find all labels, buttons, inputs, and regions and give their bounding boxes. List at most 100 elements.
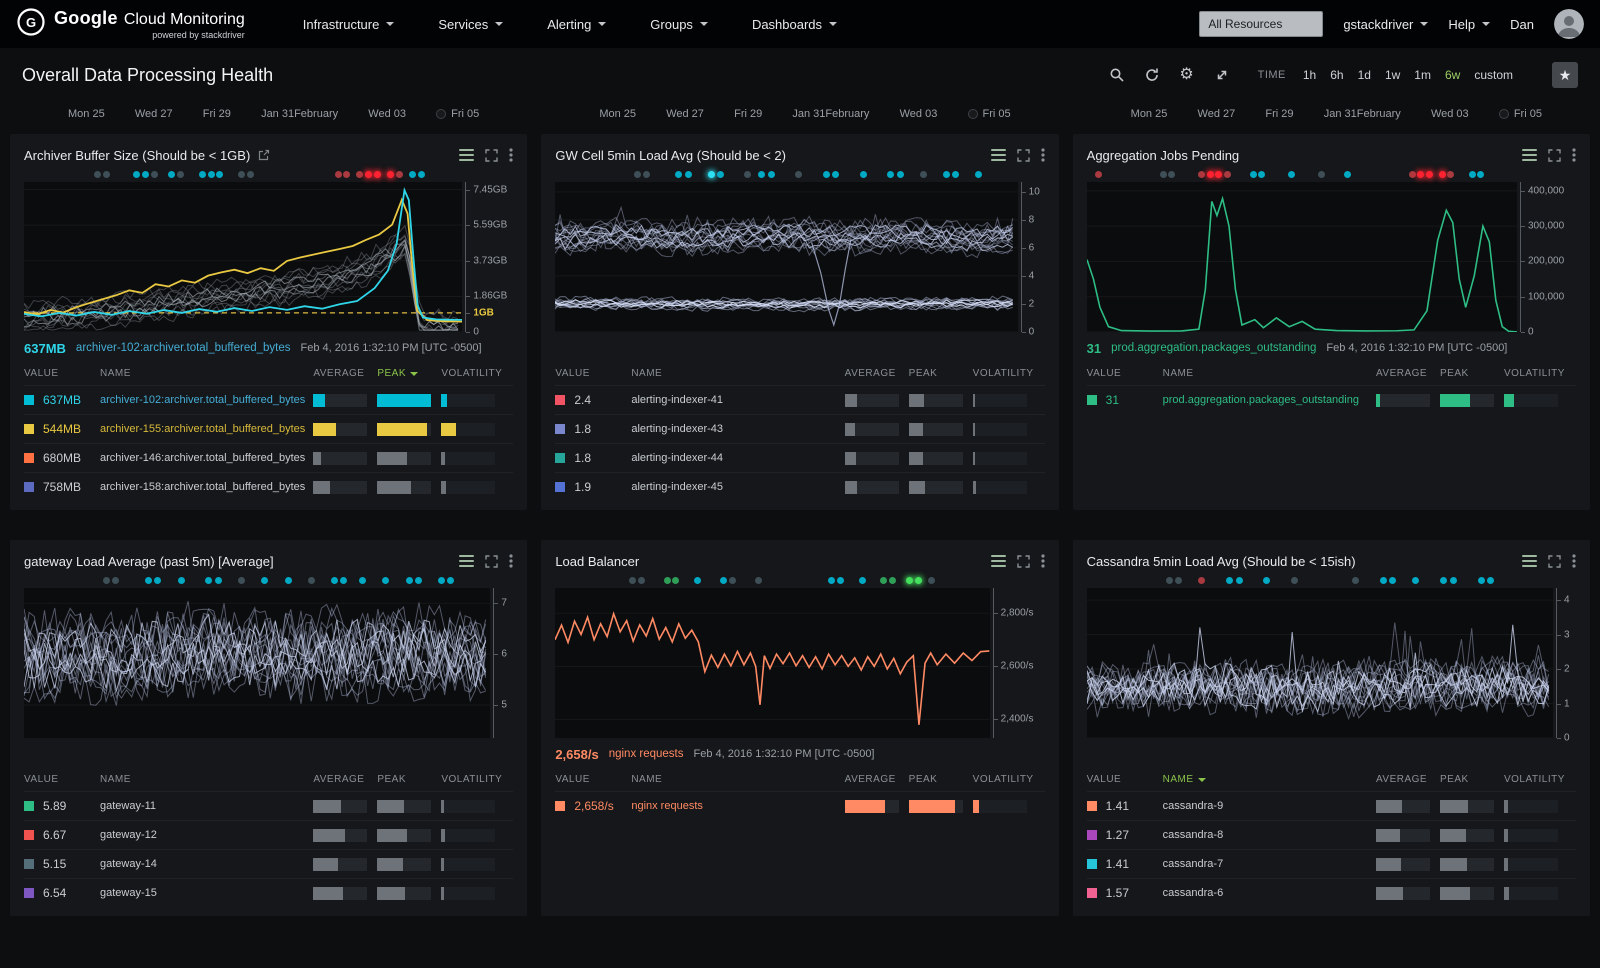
column-header-average[interactable]: AVERAGE xyxy=(844,774,896,785)
more-menu-icon[interactable] xyxy=(509,148,513,162)
event-dot[interactable] xyxy=(1440,577,1448,584)
all-resources-input[interactable] xyxy=(1199,11,1324,37)
column-header-peak[interactable]: PEAK xyxy=(908,774,938,785)
table-row[interactable]: 1.8 alerting-indexer-43 xyxy=(555,414,1045,443)
column-header-name[interactable]: NAME xyxy=(100,774,131,785)
event-dot[interactable] xyxy=(331,577,339,584)
event-dot[interactable] xyxy=(238,577,246,584)
column-header-average[interactable]: AVERAGE xyxy=(313,368,365,379)
event-dot[interactable] xyxy=(343,171,351,178)
fullscreen-icon[interactable] xyxy=(485,554,499,568)
event-dot[interactable] xyxy=(693,577,701,584)
more-menu-icon[interactable] xyxy=(1041,554,1045,568)
event-dot[interactable] xyxy=(307,577,315,584)
chart-plot[interactable] xyxy=(1086,588,1553,738)
event-dot[interactable] xyxy=(672,577,680,584)
more-menu-icon[interactable] xyxy=(509,554,513,568)
event-dot[interactable] xyxy=(1379,577,1387,584)
chart-plot[interactable] xyxy=(1086,182,1517,332)
event-dot[interactable] xyxy=(832,171,840,178)
event-dot[interactable] xyxy=(1351,577,1359,584)
column-header-peak[interactable]: PEAK xyxy=(908,368,938,379)
table-row[interactable]: 637MB archiver-102:archiver.total_buffere… xyxy=(24,385,514,414)
event-dot[interactable] xyxy=(1412,577,1420,584)
column-header-value[interactable]: VALUE xyxy=(555,774,590,785)
nav-item-services[interactable]: Services xyxy=(438,17,504,32)
brand[interactable]: G Google Cloud Monitoring powered by sta… xyxy=(16,7,245,42)
column-header-name[interactable]: NAME xyxy=(1163,774,1376,785)
event-dot[interactable] xyxy=(663,577,671,584)
column-header-value[interactable]: VALUE xyxy=(555,368,590,379)
nav-item-infrastructure[interactable]: Infrastructure xyxy=(303,17,395,32)
table-row[interactable]: 2,658/s nginx requests xyxy=(555,791,1045,820)
more-menu-icon[interactable] xyxy=(1572,148,1576,162)
event-dot[interactable] xyxy=(719,577,727,584)
column-header-volatility[interactable]: VOLATILITY xyxy=(1503,368,1565,379)
event-dot[interactable] xyxy=(822,171,830,178)
settings-icon[interactable]: ⚙ xyxy=(1179,66,1194,83)
summary-metric-name[interactable]: nginx requests xyxy=(608,748,684,760)
event-dot[interactable] xyxy=(795,171,803,178)
column-header-name[interactable]: NAME xyxy=(1162,368,1194,379)
event-dot[interactable] xyxy=(1425,171,1433,178)
chart-plot[interactable] xyxy=(555,182,1018,332)
event-dot[interactable] xyxy=(414,577,422,584)
table-row[interactable]: 31 prod.aggregation.packages_outstanding xyxy=(1086,385,1576,414)
column-header-name[interactable]: NAME xyxy=(100,368,131,379)
column-header-peak[interactable]: PEAK xyxy=(1439,774,1469,785)
event-dot[interactable] xyxy=(744,171,752,178)
event-dot[interactable] xyxy=(859,171,867,178)
event-dot[interactable] xyxy=(1159,171,1167,178)
event-dot[interactable] xyxy=(373,171,381,178)
event-dot[interactable] xyxy=(1235,577,1243,584)
table-row[interactable]: 5.15 gateway-14 xyxy=(24,849,514,878)
event-dot[interactable] xyxy=(1198,171,1206,178)
event-dot[interactable] xyxy=(386,171,394,178)
event-dot[interactable] xyxy=(1447,171,1455,178)
event-dot[interactable] xyxy=(154,577,162,584)
column-header-value[interactable]: VALUE xyxy=(1086,368,1122,379)
help-menu[interactable]: Help xyxy=(1448,17,1491,32)
nav-item-dashboards[interactable]: Dashboards xyxy=(752,17,838,32)
event-dot[interactable] xyxy=(1486,577,1494,584)
legend-icon[interactable] xyxy=(459,555,475,567)
chart-plot[interactable] xyxy=(24,182,463,332)
column-header-volatility[interactable]: VOLATILITY xyxy=(441,368,503,379)
event-dot[interactable] xyxy=(417,171,425,178)
event-dot[interactable] xyxy=(1095,171,1103,178)
event-dot[interactable] xyxy=(133,171,141,178)
event-dot[interactable] xyxy=(247,171,255,178)
fullscreen-icon[interactable] xyxy=(1548,148,1561,162)
table-row[interactable]: 1.57 cassandra-6 xyxy=(1086,878,1576,907)
event-dot[interactable] xyxy=(405,577,413,584)
event-dot[interactable] xyxy=(642,171,650,178)
event-dot[interactable] xyxy=(205,577,213,584)
chart-plot[interactable] xyxy=(24,588,491,738)
event-dot[interactable] xyxy=(952,171,960,178)
event-dot[interactable] xyxy=(142,171,150,178)
chart-plot[interactable] xyxy=(555,588,990,738)
fullscreen-icon[interactable] xyxy=(1016,554,1030,568)
time-range-6w[interactable]: 6w xyxy=(1444,68,1461,82)
user-name[interactable]: Dan xyxy=(1510,16,1534,32)
event-dot[interactable] xyxy=(1258,171,1266,178)
event-dot[interactable] xyxy=(1224,171,1232,178)
column-header-volatility[interactable]: VOLATILITY xyxy=(441,774,503,785)
event-dot[interactable] xyxy=(1477,577,1485,584)
column-header-volatility[interactable]: VOLATILITY xyxy=(972,774,1034,785)
event-dot[interactable] xyxy=(359,577,367,584)
column-header-average[interactable]: AVERAGE xyxy=(844,368,896,379)
column-header-value[interactable]: VALUE xyxy=(1086,774,1122,785)
event-dot[interactable] xyxy=(1288,171,1296,178)
table-row[interactable]: 6.54 gateway-15 xyxy=(24,878,514,907)
summary-metric-name[interactable]: archiver-102:archiver.total_buffered_byt… xyxy=(75,342,291,354)
event-dot[interactable] xyxy=(906,577,914,584)
column-header-peak[interactable]: PEAK xyxy=(377,774,407,785)
time-range-1w[interactable]: 1w xyxy=(1384,68,1401,82)
event-dot[interactable] xyxy=(365,171,373,178)
fullscreen-icon[interactable] xyxy=(1213,66,1231,84)
table-row[interactable]: 5.89 gateway-11 xyxy=(24,791,514,820)
event-dot[interactable] xyxy=(675,171,683,178)
event-dot[interactable] xyxy=(914,577,922,584)
event-dot[interactable] xyxy=(112,577,120,584)
